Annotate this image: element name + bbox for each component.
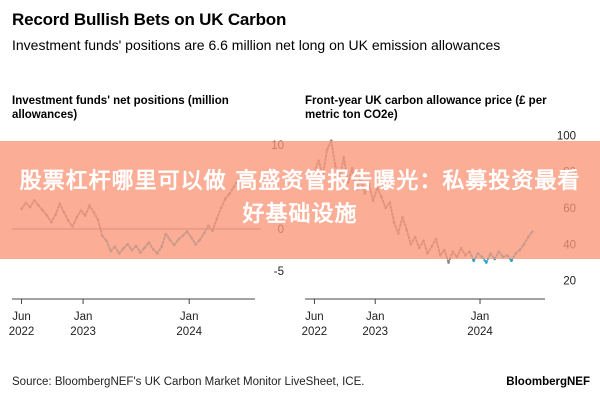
- chart-subtitle: Investment funds' positions are 6.6 mill…: [12, 37, 501, 53]
- right-x-tick-label: 2024: [467, 326, 493, 338]
- right-x-tick-label: Jun: [305, 311, 324, 323]
- left-x-tick-label: Jun: [12, 311, 31, 323]
- left-x-tick-label: Jan: [180, 311, 199, 323]
- right-data-point: [485, 261, 488, 264]
- right-data-point: [472, 259, 476, 263]
- left-x-tick-label: 2023: [70, 326, 96, 338]
- right-x-tick-label: Jan: [471, 311, 490, 323]
- left-y-tick-label: -5: [274, 266, 284, 278]
- left-panel-title: Investment funds' net positions (million…: [12, 95, 229, 121]
- source-note: Source: BloombergNEF's UK Carbon Market …: [12, 376, 365, 388]
- chart-title: Record Bullish Bets on UK Carbon: [12, 10, 287, 29]
- right-x-tick-label: Jan: [366, 311, 385, 323]
- left-x-tick-label: 2022: [9, 326, 35, 338]
- brand-logo-text: BloombergNEF: [506, 376, 590, 388]
- left-x-tick-label: Jan: [74, 311, 93, 323]
- promo-banner: 股票杠杆哪里可以做 高盛资管报告曝光：私募投资最看好基础设施: [0, 141, 600, 259]
- right-y-tick-label: 100: [557, 130, 576, 142]
- promo-banner-text: 股票杠杆哪里可以做 高盛资管报告曝光：私募投资最看好基础设施: [19, 169, 581, 227]
- left-x-tick-label: 2024: [176, 326, 202, 338]
- right-x-tick-label: 2022: [302, 326, 328, 338]
- right-data-point: [510, 259, 513, 263]
- right-y-tick-label: 20: [563, 276, 576, 288]
- right-x-tick-label: 2023: [362, 326, 388, 338]
- right-panel-title: Front-year UK carbon allowance price (£ …: [305, 95, 547, 121]
- right-data-point: [447, 261, 450, 264]
